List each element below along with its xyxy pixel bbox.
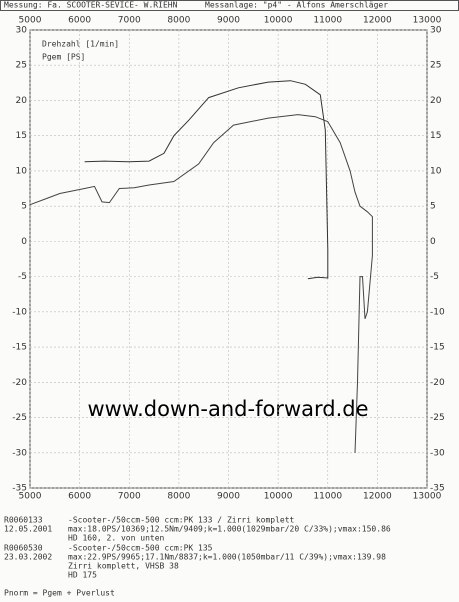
record-date: 12.05.2001 <box>4 525 52 534</box>
x-tick-label: 6000 <box>68 492 91 502</box>
y-tick-label: -10 <box>12 307 27 317</box>
data-line <box>29 114 373 453</box>
record-line: -Scooter-/50ccm-500 ccm:PK 135 <box>68 544 213 553</box>
y-tick-label: -25 <box>12 413 27 423</box>
record-line: HD 175 <box>68 571 97 580</box>
data-line <box>84 80 329 280</box>
x-tick-label: 7000 <box>118 492 141 502</box>
x-tick-label: 11000 <box>313 492 342 502</box>
header-measurement: Messung: Fa. SCOOTER-SEVICE- W.RIEHN <box>4 1 178 10</box>
y-tick-label: 25 <box>16 61 27 71</box>
annotation: Pgem [PS] <box>42 53 85 62</box>
record-line: Zirri komplett, VHSB 38 <box>68 562 179 571</box>
x-tick-label: 9000 <box>217 492 240 502</box>
record-date: 23.03.2002 <box>4 553 52 562</box>
y-tick-label: -5 <box>430 272 439 282</box>
header-rig: Messanlage: "p4" - Alfons Amerschläger <box>205 1 388 10</box>
x-tick-label: 12000 <box>363 16 392 26</box>
y-tick-label: 0 <box>21 237 27 247</box>
y-tick-label: -15 <box>430 343 445 353</box>
x-tick-label: 10000 <box>264 16 293 26</box>
record-id: R0060530 <box>4 544 43 553</box>
y-tick-label: -10 <box>430 307 445 317</box>
annotation: Drehzahl [1/min] <box>42 40 119 49</box>
y-tick-label: 10 <box>430 166 442 176</box>
y-tick-label: -35 <box>12 484 27 494</box>
x-tick-label: 13000 <box>413 492 442 502</box>
y-tick-label: 10 <box>16 166 28 176</box>
record-line: HD 160, 2. von unten <box>68 534 165 543</box>
y-tick-label: 0 <box>430 237 436 247</box>
x-tick-label: 5000 <box>19 16 42 26</box>
x-tick-label: 7000 <box>118 16 141 26</box>
y-tick-label: -30 <box>12 448 27 458</box>
x-tick-label: 13000 <box>413 16 442 26</box>
y-tick-label: 5 <box>430 202 436 212</box>
x-tick-label: 12000 <box>363 492 392 502</box>
x-tick-label: 10000 <box>264 492 293 502</box>
y-tick-label: -35 <box>430 484 445 494</box>
y-tick-label: 20 <box>430 96 442 106</box>
y-tick-label: 30 <box>430 26 442 36</box>
y-tick-label: -20 <box>12 378 27 388</box>
x-tick-label: 6000 <box>68 16 91 26</box>
y-tick-label: -5 <box>18 272 27 282</box>
y-tick-label: 25 <box>430 61 441 71</box>
y-tick-label: 15 <box>16 131 27 141</box>
record-line: max:18.0PS/10369;12.5Nm/9409;k=1.000(102… <box>68 525 391 534</box>
y-tick-label: 30 <box>16 26 28 36</box>
record-id: R0060133 <box>4 516 43 525</box>
formula: Pnorm = Pgem + Pverlust <box>4 589 115 598</box>
y-tick-label: 20 <box>16 96 28 106</box>
record-line: max:22.9PS/9965;17.1Nm/8837;k=1.000(1050… <box>68 553 386 562</box>
y-tick-label: -30 <box>430 448 445 458</box>
y-tick-label: 5 <box>21 202 27 212</box>
y-tick-label: -20 <box>430 378 445 388</box>
watermark: www.down-and-forward.de <box>87 397 368 421</box>
x-tick-label: 9000 <box>217 16 240 26</box>
x-tick-label: 5000 <box>19 492 42 502</box>
x-tick-label: 8000 <box>167 16 190 26</box>
y-tick-label: 15 <box>430 131 441 141</box>
record-line: -Scooter-/50ccm-500 ccm:PK 133 / Zirri k… <box>68 516 295 525</box>
y-tick-label: -15 <box>12 343 27 353</box>
x-tick-label: 11000 <box>313 16 342 26</box>
y-tick-label: -25 <box>430 413 445 423</box>
x-tick-label: 8000 <box>167 492 190 502</box>
